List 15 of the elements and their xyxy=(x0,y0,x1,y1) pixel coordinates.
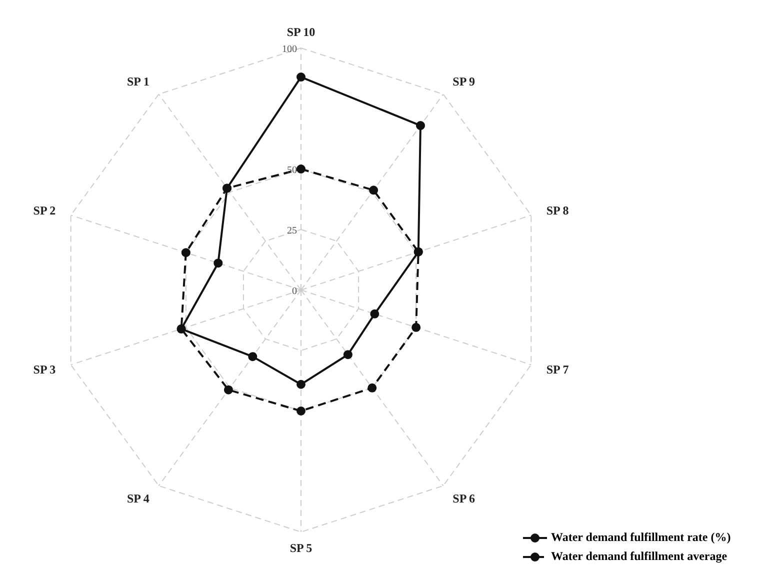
spoke-label: SP 7 xyxy=(546,362,569,377)
spoke-label: SP 10 xyxy=(286,25,316,39)
spoke-label: SP 3 xyxy=(33,362,56,377)
spoke-label: SP 1 xyxy=(127,74,150,88)
legend-label: Water demand fulfillment average xyxy=(551,549,728,564)
spoke-label: SP 2 xyxy=(33,203,56,218)
legend-label: Water demand fulfillment rate (%) xyxy=(551,530,731,545)
spoke-label: SP 6 xyxy=(452,492,475,506)
spoke-label: SP 9 xyxy=(452,74,475,88)
y-tick-label: 25 xyxy=(287,226,297,236)
spoke-label: SP 8 xyxy=(546,203,569,218)
spoke-label: SP 4 xyxy=(127,492,150,506)
y-tick-label: 0 xyxy=(292,286,297,297)
spoke-label: SP 5 xyxy=(290,541,312,555)
y-tick-label: 100 xyxy=(282,44,297,55)
